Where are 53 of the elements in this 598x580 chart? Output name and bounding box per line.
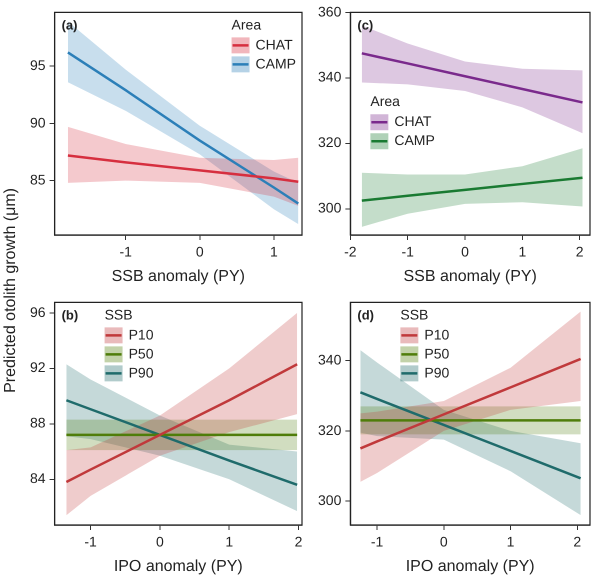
y-tick-label: 340	[318, 68, 342, 85]
legend-label: P50	[128, 345, 154, 362]
x-tick-label: -1	[401, 243, 414, 260]
legend-title: Area	[232, 16, 262, 32]
chart-title: (d)	[357, 307, 374, 322]
legend-label: CHAT	[256, 36, 294, 52]
legend-label: CAMP	[256, 55, 296, 72]
x-axis-title: SSB anomaly (PY)	[112, 268, 245, 285]
y-tick-label: 95	[30, 57, 46, 74]
y-tick-label: 360	[318, 3, 342, 20]
x-tick-label: 1	[518, 243, 526, 260]
y-tick-label: 85	[30, 171, 46, 188]
legend-label: P10	[128, 326, 154, 342]
x-tick-label: 0	[440, 533, 448, 550]
y-tick-label: 340	[318, 352, 342, 368]
chart-title: (c)	[357, 17, 374, 32]
legend-title: Area	[370, 93, 400, 110]
legend-label: CHAT	[394, 113, 432, 130]
x-tick-label: 1	[225, 533, 234, 550]
x-tick-label: -2	[344, 243, 357, 260]
y-tick-label: 300	[318, 200, 342, 216]
x-axis-title: IPO anomaly (PY)	[406, 558, 535, 575]
x-axis-title: IPO anomaly (PY)	[114, 558, 243, 575]
y-tick-label: 92	[30, 359, 46, 376]
legend-label: P50	[424, 345, 450, 362]
y-tick-label: 88	[30, 414, 46, 431]
legend-label: P90	[128, 364, 154, 380]
y-tick-label: 84	[30, 470, 46, 486]
x-tick-label: 1	[506, 533, 515, 550]
legend-label: CAMP	[394, 132, 435, 148]
chart-title: (b)	[62, 307, 78, 322]
x-tick-label: 0	[461, 243, 470, 260]
x-tick-label: 2	[294, 533, 303, 550]
legend-label: P90	[424, 364, 450, 380]
x-tick-label: -1	[370, 533, 384, 550]
legend-title: SSB	[104, 306, 133, 322]
legend-label: P10	[424, 326, 450, 342]
y-axis-title: Predicted otolith growth (μm)	[2, 188, 20, 392]
y-tick-label: 300	[318, 492, 342, 508]
y-tick-label: 90	[30, 114, 46, 130]
y-tick-label: 320	[318, 134, 342, 150]
chart-title: (a)	[62, 17, 78, 32]
legend-title: SSB	[400, 306, 428, 322]
x-axis-title: SSB anomaly (PY)	[403, 268, 537, 285]
y-tick-label: 320	[318, 422, 342, 438]
y-tick-label: 96	[30, 304, 46, 320]
x-tick-label: 1	[270, 243, 278, 260]
x-tick-label: 0	[196, 243, 204, 260]
x-tick-label: 0	[156, 533, 164, 550]
x-tick-label: -1	[84, 533, 98, 550]
x-tick-label: 2	[573, 533, 582, 550]
x-tick-label: 2	[576, 243, 584, 260]
x-tick-label: -1	[119, 243, 132, 260]
